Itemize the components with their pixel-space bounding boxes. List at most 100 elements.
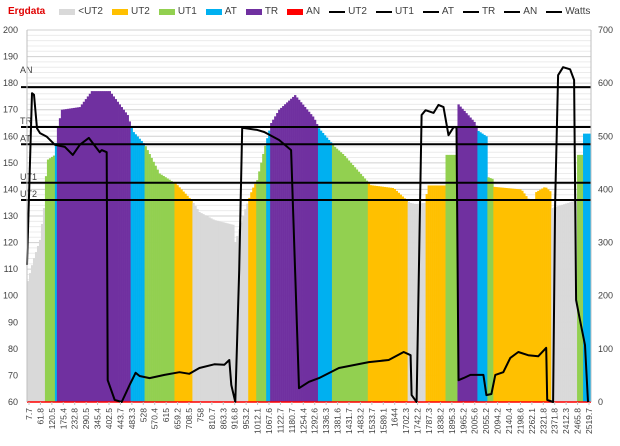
- heart-rate-bar: [471, 119, 474, 402]
- heart-rate-bar: [541, 188, 544, 402]
- legend-line: [422, 10, 439, 13]
- heart-rate-bar: [393, 189, 396, 402]
- heart-rate-bar: [96, 91, 100, 402]
- legend-label: TR: [481, 6, 496, 17]
- heart-rate-bar: [493, 186, 496, 402]
- heart-rate-bar: [467, 115, 470, 402]
- heart-rate-bar: [583, 133, 586, 402]
- heart-rate-bar: [278, 109, 281, 402]
- legend-item-ut1-line: UT1: [375, 6, 414, 17]
- legend-swatch: [205, 8, 222, 15]
- x-tick-label: 1838.2: [435, 408, 445, 434]
- legend-item-an: AN: [287, 6, 320, 17]
- heart-rate-bars: [27, 91, 592, 403]
- heart-rate-bar: [204, 215, 207, 402]
- heart-rate-bar: [449, 154, 452, 402]
- y-right-tick-label: 700: [598, 25, 613, 35]
- heart-rate-bar: [302, 104, 305, 402]
- x-tick-label: 2519.7: [584, 408, 594, 434]
- heart-rate-bar: [533, 200, 536, 402]
- heart-rate-bar: [196, 209, 199, 402]
- x-tick-label: 1067.6: [264, 408, 274, 434]
- heart-rate-bar: [489, 178, 492, 402]
- x-tick-label: 2465.8: [573, 408, 583, 434]
- heart-rate-bar: [220, 221, 223, 402]
- heart-rate-bar: [413, 203, 416, 402]
- heart-rate-bar: [369, 185, 373, 402]
- heart-rate-bar: [457, 104, 460, 403]
- heart-rate-bar: [529, 200, 532, 402]
- heart-rate-bar: [569, 202, 572, 402]
- heart-rate-bar: [571, 201, 574, 402]
- heart-rate-bar: [429, 185, 432, 402]
- legend-label: UT2: [130, 6, 150, 17]
- heart-rate-bar: [150, 157, 153, 402]
- heart-rate-bar: [343, 156, 347, 402]
- heart-rate-bar: [206, 216, 209, 402]
- heart-rate-bar: [555, 206, 558, 402]
- x-tick-label: 1589.1: [378, 408, 388, 434]
- heart-rate-bar: [174, 183, 177, 402]
- legend-label: TR: [264, 6, 279, 17]
- heart-rate-bar: [172, 182, 175, 402]
- heart-rate-bar: [405, 200, 408, 402]
- heart-rate-bar: [315, 124, 319, 402]
- heart-rate-bar: [461, 108, 464, 402]
- heart-rate-bar: [587, 133, 590, 402]
- y-left-tick-label: 140: [3, 184, 18, 194]
- x-tick-label: 1122.7: [275, 408, 285, 434]
- heart-rate-bar: [423, 202, 426, 402]
- heart-rate-bar: [110, 93, 113, 403]
- heart-rate-bar: [286, 102, 289, 403]
- heart-rate-bar: [397, 192, 400, 402]
- heart-rate-bar: [523, 193, 526, 402]
- heart-rate-bar: [202, 214, 205, 402]
- heart-rate-bar: [465, 113, 468, 402]
- heart-rate-bar: [411, 203, 414, 402]
- heart-rate-bar: [503, 187, 506, 402]
- heart-rate-bar: [477, 130, 480, 402]
- legend-label: UT2: [348, 6, 367, 17]
- heart-rate-bar: [56, 126, 60, 402]
- heart-rate-bar: [309, 114, 313, 402]
- legend-item-ut1: UT1: [158, 6, 197, 17]
- heart-rate-bar: [90, 91, 94, 402]
- heart-rate-bar: [144, 146, 147, 402]
- y-right-tick-label: 200: [598, 291, 613, 301]
- heart-rate-bar: [357, 171, 361, 402]
- heart-rate-bar: [234, 242, 237, 402]
- heart-rate-bar: [222, 222, 225, 402]
- heart-rate-bar: [46, 159, 50, 402]
- heart-rate-bar: [180, 189, 183, 402]
- x-tick-label: 2140.4: [504, 408, 514, 434]
- heart-rate-bar: [62, 109, 66, 403]
- x-tick-label: 570.4: [150, 408, 160, 430]
- legend-label: AN: [523, 6, 538, 17]
- x-tick-label: 1644: [390, 408, 400, 427]
- heart-rate-bar: [333, 146, 337, 402]
- legend: Ergdata <UT2 UT2 UT1 AT TR AN UT2 UT1 AT…: [8, 6, 599, 17]
- heart-rate-bar: [543, 187, 546, 402]
- heart-rate-bar: [381, 186, 385, 402]
- x-tick-label: 1381.6: [333, 408, 343, 434]
- y-left-tick-label: 150: [3, 158, 18, 168]
- heart-rate-bar: [367, 182, 371, 402]
- x-tick-label: 402.5: [104, 408, 114, 430]
- heart-rate-bar: [250, 192, 253, 402]
- heart-rate-bar: [208, 217, 211, 402]
- legend-item-an-line: AN: [504, 6, 537, 17]
- heart-rate-bar: [463, 110, 466, 402]
- heart-rate-bar: [341, 154, 345, 402]
- heart-rate-bar: [485, 136, 488, 403]
- legend-item-tr: TR: [245, 6, 279, 17]
- heart-rate-bar: [359, 173, 363, 402]
- heart-rate-bar: [497, 187, 500, 402]
- heart-rate-bar: [132, 132, 135, 403]
- heart-rate-bar: [401, 196, 404, 402]
- x-tick-label: 758: [195, 408, 205, 422]
- heart-rate-bar: [108, 91, 112, 402]
- legend-swatch: [158, 8, 175, 15]
- legend-line: [546, 10, 563, 13]
- y-right-tick-label: 500: [598, 131, 613, 141]
